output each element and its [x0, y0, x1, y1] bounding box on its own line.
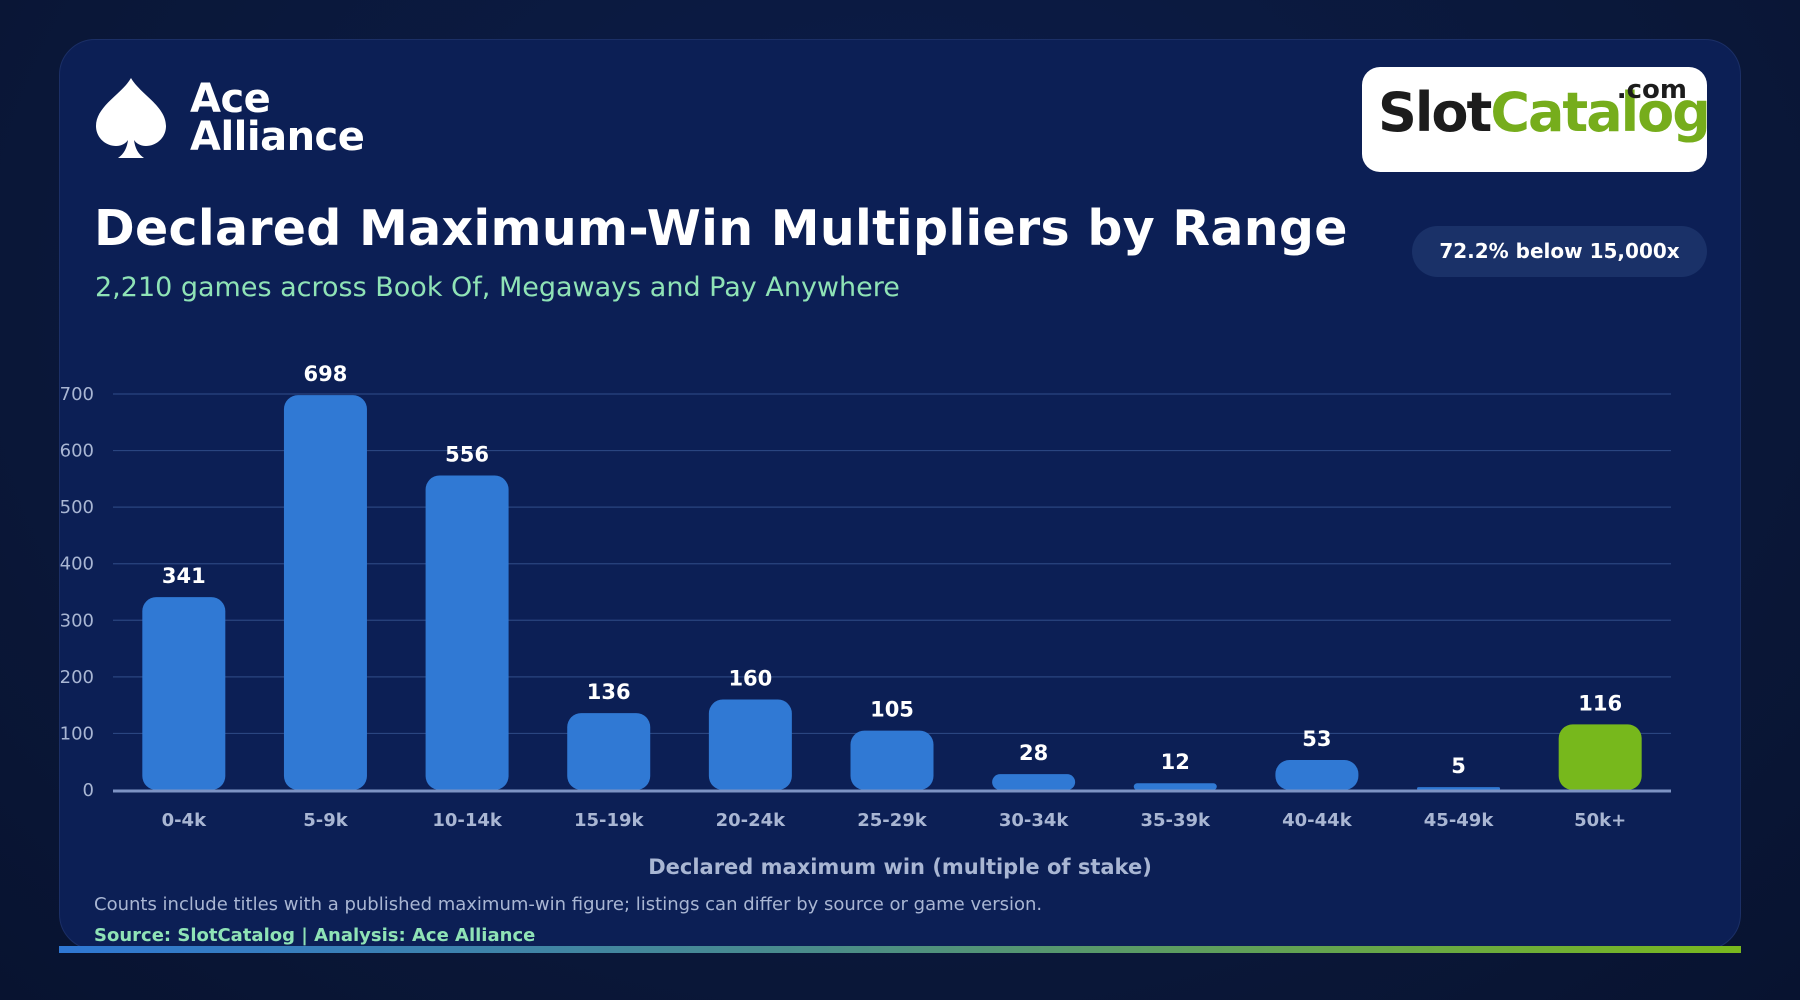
y-tick-label: 300: [60, 610, 94, 631]
y-tick-label: 200: [60, 667, 94, 688]
bar-value-label: 556: [445, 442, 489, 466]
slotcatalog-slot: Slot: [1378, 81, 1492, 144]
chart-subtitle: 2,210 games across Book Of, Megaways and…: [95, 272, 900, 303]
slotcatalog-com: .com: [1616, 75, 1687, 105]
ace-alliance-wordmark: Ace Alliance: [190, 76, 365, 160]
bar: [567, 713, 651, 790]
bar: [283, 395, 367, 790]
bar: [992, 774, 1076, 790]
x-tick-label: 15-19k: [574, 810, 645, 831]
bar: [708, 699, 792, 790]
bar: [1417, 787, 1501, 790]
source-credit: Source: SlotCatalog | Analysis: Ace Alli…: [94, 925, 536, 946]
x-tick-label: 5-9k: [303, 810, 349, 831]
y-tick-label: 100: [60, 723, 94, 744]
slotcatalog-catalog: Catalog: [1490, 81, 1711, 144]
x-tick-label: 10-14k: [432, 810, 503, 831]
y-tick-label: 400: [60, 554, 94, 575]
ace-wordmark-line2: Alliance: [190, 114, 365, 160]
bar: [850, 730, 934, 790]
bar-value-label: 160: [728, 666, 772, 690]
x-tick-label: 20-24k: [716, 810, 787, 831]
bar: [425, 475, 509, 790]
slotcatalog-logo: SlotCatalog .com: [1362, 67, 1711, 172]
summary-badge: 72.2% below 15,000x: [1412, 226, 1707, 277]
chart-title: Declared Maximum-Win Multipliers by Rang…: [94, 200, 1348, 257]
x-tick-label: 50k+: [1574, 810, 1626, 831]
bar: [1275, 760, 1359, 790]
x-axis-title: Declared maximum win (multiple of stake): [648, 855, 1152, 879]
bar-value-label: 116: [1578, 691, 1622, 715]
y-tick-label: 0: [83, 780, 94, 801]
bar: [1558, 724, 1642, 790]
bar: [142, 597, 226, 790]
bar-value-label: 53: [1302, 727, 1331, 751]
bar-value-label: 698: [304, 362, 348, 386]
bar-value-label: 28: [1019, 741, 1048, 765]
ace-alliance-logo: Ace Alliance: [94, 76, 365, 160]
ace-wordmark-line1: Ace: [190, 76, 271, 122]
x-tick-label: 45-49k: [1424, 810, 1495, 831]
footer-gradient-bar: [59, 946, 1741, 953]
bar-value-label: 5: [1451, 754, 1466, 778]
bar: [1133, 783, 1217, 790]
x-tick-label: 30-34k: [999, 810, 1070, 831]
footnote: Counts include titles with a published m…: [94, 894, 1043, 915]
y-tick-label: 700: [60, 384, 94, 405]
y-tick-label: 600: [60, 441, 94, 462]
y-tick-label: 500: [60, 497, 94, 518]
x-tick-label: 25-29k: [857, 810, 928, 831]
bar-value-label: 341: [162, 564, 206, 588]
bar-value-label: 12: [1161, 750, 1190, 774]
x-tick-label: 40-44k: [1282, 810, 1353, 831]
bar-value-label: 136: [587, 680, 631, 704]
slotcatalog-wordmark: SlotCatalog: [1378, 81, 1711, 144]
bar-value-label: 105: [870, 698, 914, 722]
x-tick-label: 0-4k: [162, 810, 208, 831]
x-tick-label: 35-39k: [1140, 810, 1211, 831]
spade-icon: [96, 78, 166, 158]
